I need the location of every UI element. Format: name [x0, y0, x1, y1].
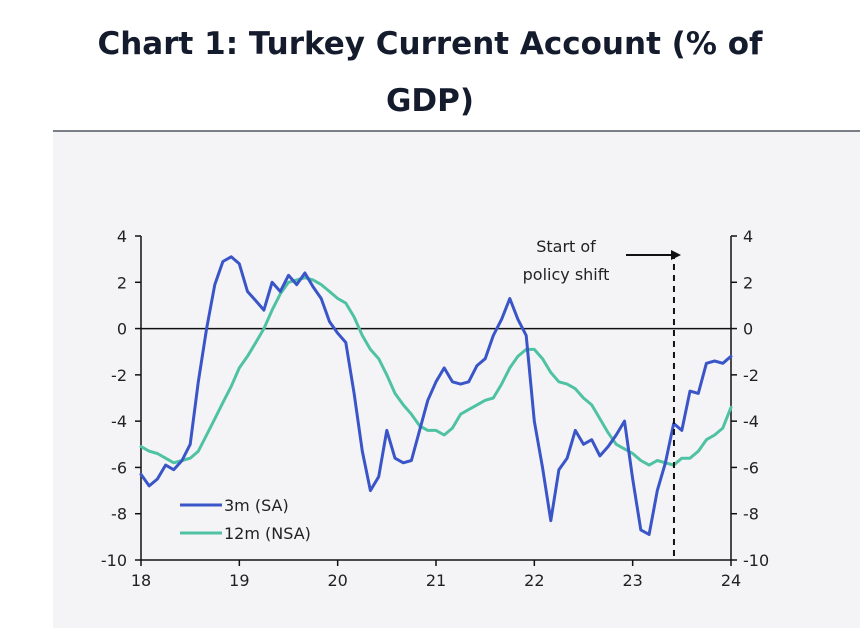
chart-legend: 3m (SA) 12m (NSA) [180, 496, 311, 543]
y-tick-label-left: 2 [117, 273, 127, 292]
x-tick-label: 23 [622, 571, 642, 590]
x-tick-label: 18 [131, 571, 151, 590]
x-tick-label: 24 [721, 571, 741, 590]
y-tick-label-right: 2 [743, 273, 753, 292]
y-tick-label-left: -10 [101, 551, 127, 570]
y-tick-label-right: -8 [743, 505, 759, 524]
y-tick-label-left: 0 [117, 320, 127, 339]
y-tick-label-right: -2 [743, 366, 759, 385]
legend-label-3m: 3m (SA) [224, 496, 289, 515]
y-tick-label-left: -4 [111, 412, 127, 431]
legend-label-12m: 12m (NSA) [224, 524, 311, 543]
series-line-12m [139, 276, 733, 467]
title-divider [53, 130, 860, 132]
y-tick-label-right: -4 [743, 412, 759, 431]
y-tick-label-left: -8 [111, 505, 127, 524]
page-title: Chart 1: Turkey Current Account (% of GD… [97, 26, 763, 119]
y-tick-label-right: -10 [743, 551, 769, 570]
y-tick-label-left: -2 [111, 366, 127, 385]
x-tick-label: 21 [426, 571, 446, 590]
policy-shift-annotation: Start of policy shift [523, 237, 681, 560]
series-line-3m [139, 255, 733, 536]
x-tick-label: 22 [524, 571, 544, 590]
plot-lines [139, 255, 733, 536]
y-tick-label-right: -6 [743, 458, 759, 477]
y-tick-label-left: -6 [111, 458, 127, 477]
x-tick-label: 19 [229, 571, 249, 590]
annotation-line-1: Start of [536, 237, 596, 256]
y-tick-label-right: 0 [743, 320, 753, 339]
x-tick-label: 20 [327, 571, 347, 590]
chart-panel [53, 132, 860, 628]
y-tick-label-right: 4 [743, 227, 753, 246]
y-tick-label-left: 4 [117, 227, 127, 246]
annotation-line-2: policy shift [523, 265, 610, 284]
